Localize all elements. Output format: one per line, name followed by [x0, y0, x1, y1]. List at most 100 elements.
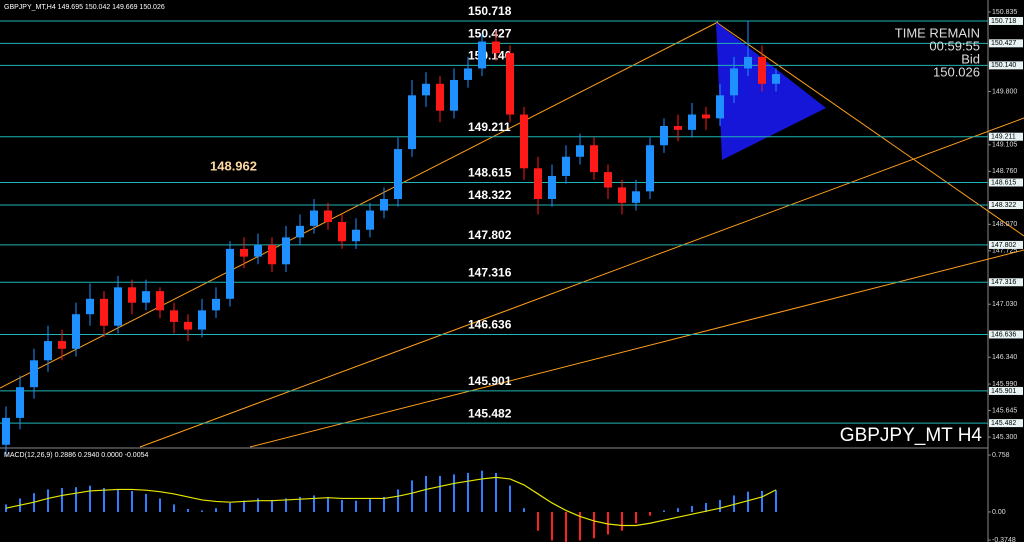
- level-label: 148.322: [468, 188, 512, 202]
- candle-body: [520, 114, 528, 169]
- axis-level-label: 147.802: [991, 242, 1016, 249]
- axis-level-label: 150.427: [991, 40, 1016, 47]
- candle-body: [170, 310, 178, 322]
- plot: 150.835 149.800 149.105 148.760 148.070 147.7…: [0, 4, 1023, 542]
- level-label: 146.636: [468, 318, 512, 332]
- level-label: 150.427: [468, 26, 512, 40]
- level-label: 148.615: [468, 166, 512, 180]
- y-tick-label: 147.725: [992, 248, 1017, 255]
- y-tick-label: 149.105: [992, 142, 1017, 149]
- candle-body: [674, 126, 682, 130]
- axis-level-label: 149.211: [991, 134, 1016, 141]
- macd-tick-label: 0.00: [992, 509, 1006, 516]
- candle-body: [590, 145, 598, 173]
- level-label: 147.802: [468, 228, 512, 242]
- candle-body: [478, 41, 486, 69]
- axis-level-label: 148.615: [991, 179, 1016, 186]
- candle-body: [492, 41, 500, 54]
- candle-body: [296, 225, 304, 238]
- axis-level-box: [989, 278, 1023, 287]
- y-tick-label: 147.030: [992, 301, 1017, 308]
- axis-level-label: 146.636: [991, 331, 1016, 338]
- axis-level-label: 145.482: [991, 420, 1016, 427]
- candle-body: [226, 248, 234, 299]
- candle-body: [240, 248, 248, 257]
- y-tick-label: 145.300: [992, 434, 1017, 441]
- candle-body: [632, 191, 640, 203]
- candle-body: [72, 314, 80, 349]
- candle-body: [604, 172, 612, 188]
- level-label: 150.718: [468, 4, 512, 18]
- bid-title: Bid: [961, 51, 980, 66]
- candle-body: [338, 222, 346, 242]
- candle-body: [30, 360, 38, 388]
- y-tick-label: 146.340: [992, 354, 1017, 361]
- candle-body: [156, 291, 164, 311]
- y-tick-label: 148.070: [992, 221, 1017, 228]
- axis-level-box: [989, 200, 1023, 209]
- candle-body: [254, 245, 262, 257]
- macd-header: MACD(12,26,9) 0.2886 0.2940 0.0000 -0.00…: [4, 452, 148, 459]
- candle-body: [646, 145, 654, 192]
- y-tick-label: 145.990: [992, 381, 1017, 388]
- time-title: TIME REMAIN: [895, 25, 980, 40]
- candle-body: [576, 145, 584, 157]
- level-label: 145.901: [468, 374, 512, 388]
- annotation: 148.962: [210, 158, 257, 173]
- candle-body: [618, 187, 626, 203]
- candle-body: [128, 287, 136, 303]
- candle-body: [464, 68, 472, 80]
- axis-level-box: [989, 330, 1023, 339]
- candle-body: [114, 287, 122, 326]
- candle-body: [380, 198, 388, 211]
- level-label: 147.316: [468, 265, 512, 279]
- candle-body: [198, 310, 206, 330]
- axis-level-label: 150.140: [991, 62, 1016, 69]
- time: 00:59:55: [929, 38, 980, 53]
- y-tick-label: 149.800: [992, 88, 1017, 95]
- candle-body: [212, 298, 220, 311]
- y-tick-label: 145.645: [992, 407, 1017, 414]
- axis-level-box: [989, 39, 1023, 48]
- candle-body: [100, 298, 108, 326]
- candle-body: [730, 68, 738, 96]
- candle-body: [534, 168, 542, 199]
- trend-line: [249, 249, 1024, 448]
- candle-body: [282, 237, 290, 265]
- triangle: [716, 22, 826, 160]
- symbol-label: GBPJPY_MT H4: [840, 425, 983, 446]
- candle-body: [758, 56, 766, 84]
- candle-body: [142, 291, 150, 303]
- candle-body: [268, 245, 276, 265]
- axis-level-label: 147.316: [991, 279, 1016, 286]
- candle-body: [86, 298, 94, 315]
- candle-body: [688, 114, 696, 130]
- candle-body: [394, 149, 402, 199]
- y-tick-label: 150.835: [992, 9, 1017, 16]
- candle-body: [44, 341, 52, 361]
- candle-body: [352, 229, 360, 242]
- axis-level-label: 150.718: [991, 18, 1016, 25]
- level-label: 149.211: [468, 120, 511, 134]
- axis-level-box: [989, 240, 1023, 249]
- header: GBPJPY_MT,H4 149.695 150.042 149.669 150…: [4, 4, 165, 11]
- candle-body: [772, 74, 780, 84]
- bid: 150.026: [933, 64, 980, 79]
- axis-level-box: [989, 61, 1023, 70]
- candle-body: [660, 126, 668, 146]
- candle-body: [702, 114, 710, 119]
- candle-body: [548, 175, 556, 199]
- candle-body: [422, 83, 430, 96]
- candle-body: [436, 83, 444, 111]
- level-label: 150.140: [468, 49, 512, 63]
- trend-line: [715, 21, 1024, 237]
- level-label: 145.482: [468, 406, 512, 420]
- macd-tick-label: 0.758: [992, 452, 1010, 459]
- signal-line: [5, 476, 777, 527]
- candle-body: [310, 210, 318, 226]
- candle-body: [2, 417, 10, 445]
- candle-body: [450, 79, 458, 111]
- axis-level-box: [989, 419, 1023, 428]
- candle-body: [562, 156, 570, 176]
